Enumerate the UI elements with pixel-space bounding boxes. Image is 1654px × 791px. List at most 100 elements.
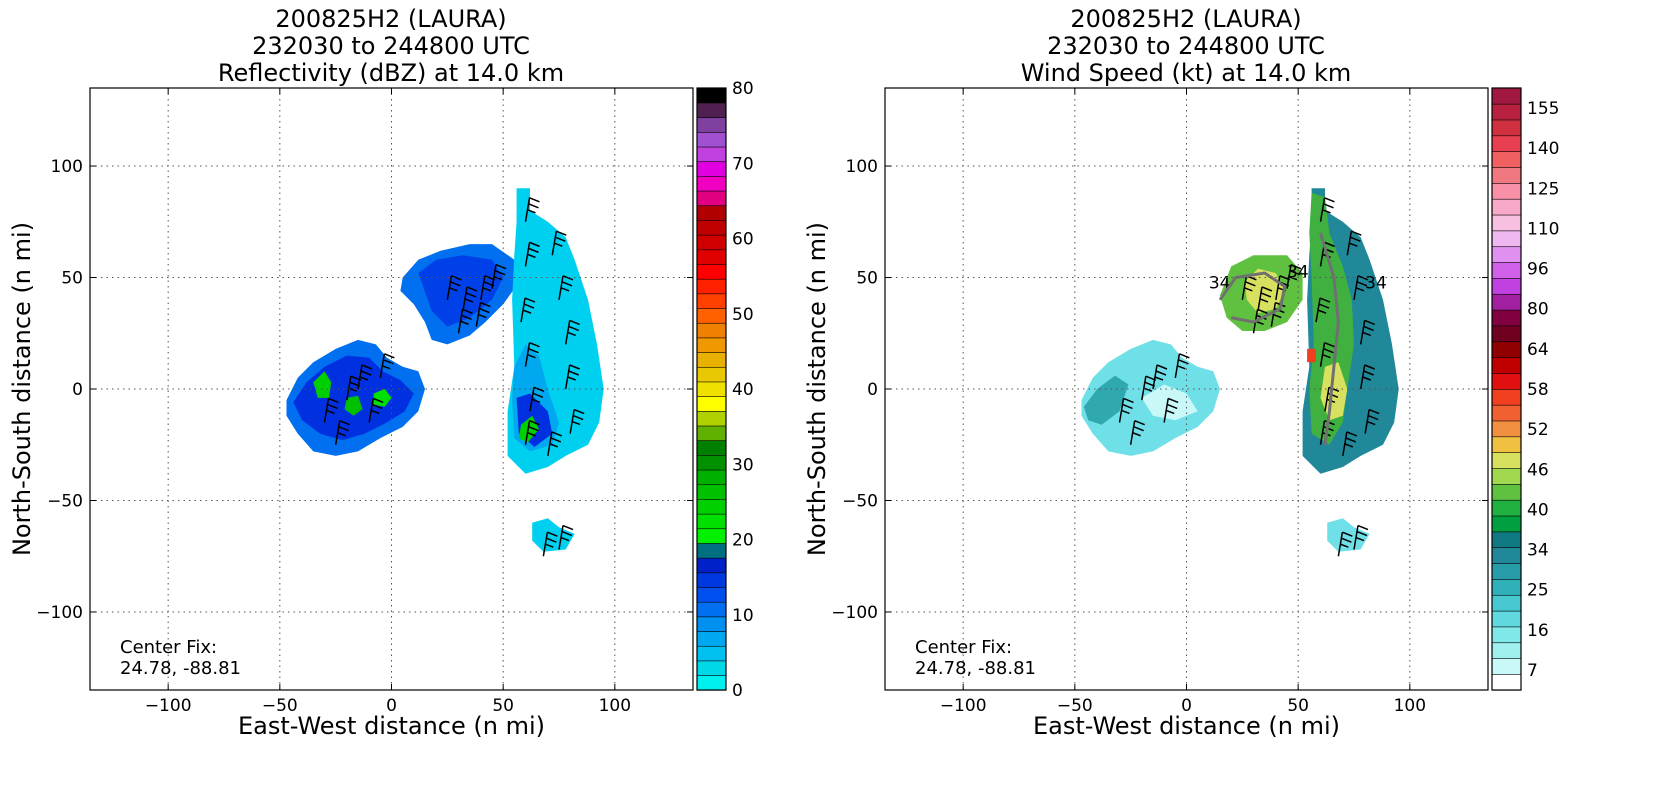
wind-barb bbox=[1337, 531, 1353, 557]
wind-barb bbox=[1286, 263, 1302, 289]
contour-label: 34 bbox=[1365, 274, 1387, 294]
chart-title-line-3: Wind Speed (kt) at 14.0 km bbox=[1021, 59, 1352, 87]
wind-barb bbox=[558, 275, 574, 300]
wind-barb bbox=[1359, 319, 1375, 345]
chart-title-line-2: 232030 to 244800 UTC bbox=[1047, 32, 1325, 60]
colorbar-segment bbox=[1491, 166, 1522, 184]
y-tick-label: 50 bbox=[856, 269, 878, 289]
colorbar-segment bbox=[1491, 119, 1522, 137]
colorbar-segment bbox=[696, 307, 727, 324]
colorbar-segment bbox=[1491, 467, 1522, 485]
x-tick-label: 0 bbox=[1181, 696, 1192, 716]
colorbar-segment bbox=[1491, 594, 1522, 612]
colorbar-segment bbox=[1491, 452, 1522, 469]
colorbar-tick-label: 80 bbox=[1527, 300, 1549, 320]
colorbar-segment bbox=[696, 586, 727, 603]
wind-barb bbox=[1353, 275, 1369, 300]
wind-barb bbox=[524, 342, 540, 367]
colorbar-segment bbox=[1491, 483, 1522, 501]
x-tick-label: 50 bbox=[1287, 696, 1309, 716]
wind-barb bbox=[1163, 397, 1179, 423]
wind-barb bbox=[1152, 364, 1168, 390]
colorbar-segment bbox=[1491, 246, 1522, 263]
colorbar-segment bbox=[696, 675, 727, 691]
y-axis-label: North-South distance (n mi) bbox=[803, 222, 831, 556]
colorbar-segment bbox=[1491, 182, 1522, 200]
wind-barb bbox=[558, 524, 574, 550]
colorbar-segment bbox=[696, 528, 727, 544]
colorbar-segment bbox=[1491, 135, 1522, 152]
colorbar-segment bbox=[1491, 87, 1522, 105]
colorbar-segment bbox=[696, 87, 727, 104]
x-axis-label: East-West distance (n mi) bbox=[1033, 712, 1340, 740]
chart-title-line-1: 200825H2 (LAURA) bbox=[1070, 5, 1301, 33]
colorbar-segment bbox=[696, 425, 727, 441]
colorbar-tick-label: 60 bbox=[732, 230, 754, 250]
colorbar-tick-label: 58 bbox=[1527, 380, 1549, 400]
colorbar-segment bbox=[1491, 404, 1522, 422]
colorbar-segment bbox=[696, 630, 727, 647]
colorbar-segment bbox=[1491, 562, 1522, 580]
colorbar-tick-label: 20 bbox=[732, 531, 754, 551]
wind-barb bbox=[564, 364, 580, 390]
wind-barb bbox=[462, 286, 478, 312]
x-tick-label: 0 bbox=[386, 696, 397, 716]
colorbar-segment bbox=[1491, 547, 1522, 564]
y-tick-label: 0 bbox=[867, 380, 878, 400]
colorbar-segment bbox=[696, 440, 727, 456]
colorbar-segment bbox=[696, 660, 727, 676]
colorbar-segment bbox=[696, 249, 727, 265]
wind-barb bbox=[1342, 431, 1358, 457]
colorbar-segment bbox=[696, 117, 727, 133]
colorbar-tick-label: 110 bbox=[1527, 219, 1559, 239]
colorbar-segment bbox=[1491, 515, 1522, 533]
colorbar-segment bbox=[696, 454, 727, 471]
colorbar-segment bbox=[696, 190, 727, 207]
colorbar-segment bbox=[1491, 357, 1522, 374]
wind-barb bbox=[1319, 342, 1335, 367]
contour-line bbox=[1218, 271, 1287, 324]
colorbar-tick-label: 34 bbox=[1527, 541, 1549, 561]
echo-region-west-cell-green-b bbox=[344, 395, 363, 416]
colorbar-segment bbox=[696, 410, 727, 427]
x-tick-label: 50 bbox=[492, 696, 514, 716]
colorbar-segment bbox=[696, 381, 727, 397]
colorbar: 0 10 20 30 40 50 60 70 80 bbox=[696, 79, 754, 701]
wind-barb bbox=[524, 420, 540, 445]
colorbar-segment bbox=[696, 219, 727, 236]
wind-barb bbox=[1319, 420, 1335, 445]
wind-barb bbox=[529, 386, 545, 412]
colorbar-tick-label: 40 bbox=[1527, 500, 1549, 520]
colorbar-tick-label: 155 bbox=[1527, 99, 1559, 119]
echo-region-west-cell-green-c bbox=[373, 389, 392, 407]
wind-barb bbox=[357, 364, 373, 390]
colorbar-segment bbox=[1491, 531, 1522, 549]
colorbar-segment bbox=[696, 322, 727, 339]
colorbar-tick-label: 40 bbox=[732, 380, 754, 400]
contour-line bbox=[1319, 232, 1340, 445]
colorbar-segment bbox=[1491, 341, 1522, 358]
wind-barb bbox=[457, 308, 473, 334]
wind-barb bbox=[1346, 230, 1362, 256]
echo-region-east-band-yellow bbox=[1320, 362, 1348, 421]
y-tick-label: 100 bbox=[51, 157, 83, 177]
colorbar-tick-label: 64 bbox=[1527, 340, 1549, 360]
colorbar-segment bbox=[1491, 325, 1522, 343]
colorbar-tick-label: 10 bbox=[732, 606, 754, 626]
colorbar-segment bbox=[696, 513, 727, 530]
center-fix-annotation: 24.78, -88.81 bbox=[915, 658, 1036, 679]
echo-region-north-cell-core bbox=[418, 255, 504, 327]
data-layer bbox=[286, 188, 604, 557]
colorbar-tick-label: 140 bbox=[1527, 139, 1559, 159]
wind-barb bbox=[1241, 275, 1257, 300]
y-tick-label: −50 bbox=[842, 491, 878, 511]
colorbar-frame bbox=[1491, 87, 1522, 691]
wind-barb bbox=[1174, 353, 1190, 378]
colorbar-segment bbox=[1491, 626, 1522, 644]
y-tick-label: −100 bbox=[36, 603, 83, 623]
chart-title-line-1: 200825H2 (LAURA) bbox=[275, 5, 506, 33]
y-tick-label: 50 bbox=[61, 269, 83, 289]
wind-barb bbox=[475, 301, 491, 327]
colorbar-segment bbox=[696, 572, 727, 588]
colorbar-segment bbox=[696, 498, 727, 515]
